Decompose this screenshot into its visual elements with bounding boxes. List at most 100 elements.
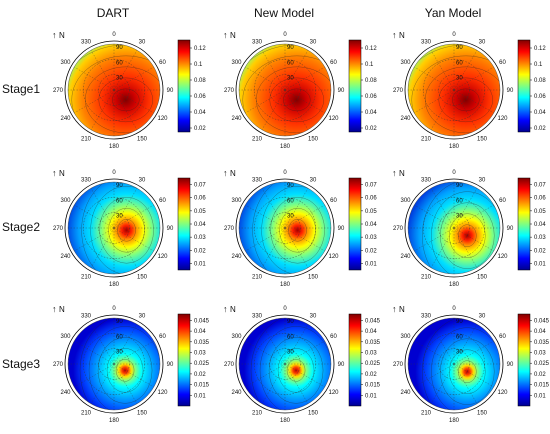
contour-line — [422, 182, 500, 274]
colorbar-tick-label: 0.06 — [534, 94, 546, 100]
north-label: N — [399, 305, 405, 314]
azimuth-label: 120 — [328, 390, 339, 396]
panel-stage3-new-model: 0 30 60 90 120 150 180 210 240 270 300 330 30 60 90 ↑ N 0… — [215, 302, 385, 434]
azimuth-label: 180 — [109, 418, 120, 424]
contour-line — [270, 197, 325, 264]
contour-line — [458, 360, 477, 383]
colorbar-tick-label: 0.1 — [194, 62, 203, 68]
azimuth-label: 120 — [497, 390, 508, 396]
azimuth-label: 30 — [139, 178, 146, 184]
colorbar-tick-label: 0.015 — [365, 383, 381, 389]
azimuth-label: 330 — [421, 178, 432, 184]
azimuth-label: 210 — [81, 410, 92, 416]
colorbar-tick-label: 0.08 — [534, 78, 546, 84]
north-arrow-icon: ↑ — [392, 30, 397, 40]
contour-line — [452, 88, 480, 112]
colorbar-tick-label: 0.1 — [365, 62, 374, 68]
azimuth-label: 210 — [421, 136, 432, 142]
azimuth-label: 180 — [280, 418, 291, 424]
row-label-stage3: Stage3 — [2, 357, 41, 371]
colorbar-tick-label: 0.03 — [365, 351, 377, 357]
azimuth-label: 330 — [252, 178, 263, 184]
row-label-stage1: Stage1 — [2, 82, 41, 96]
north-label: N — [230, 31, 236, 40]
zenith-label: 30 — [287, 214, 294, 220]
contour-line — [108, 208, 145, 253]
azimuth-label: 300 — [400, 198, 411, 204]
north-label: N — [230, 305, 236, 314]
polar-plot: 0 30 60 90 120 150 180 210 240 270 300 330 30 60 90 ↑ N 0… — [223, 30, 377, 150]
colorbar-tick-label: 0.04 — [365, 222, 377, 228]
azimuth-label: 90 — [507, 226, 514, 232]
azimuth-label: 300 — [60, 334, 71, 340]
azimuth-label: 150 — [477, 136, 488, 142]
azimuth-label: 330 — [252, 40, 263, 46]
azimuth-label: 90 — [507, 88, 514, 94]
zenith-label: 90 — [116, 45, 123, 51]
north-arrow-icon: ↑ — [223, 168, 228, 178]
zenith-label: 30 — [456, 214, 463, 220]
contour-line — [261, 186, 331, 274]
azimuth-label: 30 — [139, 314, 146, 320]
zenith-label: 60 — [116, 60, 123, 66]
azimuth-label: 120 — [328, 254, 339, 260]
colorbar — [177, 313, 191, 407]
zenith-label: 30 — [456, 76, 463, 82]
contour-line — [425, 66, 500, 134]
azimuth-label: 30 — [310, 40, 317, 46]
contour-line — [115, 359, 135, 382]
colorbar-tick-label: 0.03 — [365, 235, 377, 241]
north-arrow-icon: ↑ — [52, 304, 57, 314]
azimuth-label: 30 — [479, 178, 486, 184]
outer-ring — [235, 314, 335, 414]
colorbar-tick-label: 0.07 — [365, 183, 377, 189]
azimuth-label: 30 — [479, 40, 486, 46]
north-arrow-icon: ↑ — [392, 168, 397, 178]
azimuth-label: 270 — [393, 226, 404, 232]
row-label-stage2: Stage2 — [2, 220, 41, 234]
colorbar-tick-label: 0.04 — [365, 110, 377, 116]
azimuth-label: 120 — [497, 254, 508, 260]
azimuth-label: 330 — [421, 314, 432, 320]
contour-line — [449, 213, 486, 258]
azimuth-label: 300 — [400, 334, 411, 340]
azimuth-label: 180 — [280, 144, 291, 150]
column-title-dart: DART — [96, 6, 130, 20]
colorbar-tick-label: 0.12 — [194, 46, 206, 52]
azimuth-label: 330 — [81, 178, 92, 184]
colorbar-tick-label: 0.06 — [365, 94, 377, 100]
azimuth-label: 60 — [499, 60, 506, 66]
azimuth-label: 0 — [452, 32, 456, 38]
contour-line — [440, 338, 495, 405]
colorbar-tick-label: 0.01 — [534, 261, 546, 267]
azimuth-label: 120 — [157, 116, 168, 122]
polar-plot: 0 30 60 90 120 150 180 210 240 270 300 330 30 60 90 ↑ N 0… — [392, 304, 550, 424]
azimuth-label: 0 — [112, 306, 116, 312]
colorbar-tick-label: 0.04 — [534, 222, 546, 228]
contour-line — [458, 224, 477, 247]
colorbar-tick-label: 0.04 — [534, 110, 546, 116]
colorbar-tick-label: 0.01 — [534, 393, 546, 399]
contour-line — [256, 66, 331, 134]
outer-ring — [64, 178, 164, 278]
azimuth-label: 30 — [310, 314, 317, 320]
colorbar-tick-label: 0.06 — [534, 196, 546, 202]
colorbar-tick-label: 0.03 — [194, 351, 206, 357]
azimuth-label: 300 — [60, 198, 71, 204]
azimuth-label: 90 — [167, 226, 174, 232]
colorbar-tick-label: 0.03 — [534, 235, 546, 241]
azimuth-label: 270 — [224, 88, 235, 94]
azimuth-label: 90 — [338, 362, 345, 368]
colorbar-tick-label: 0.025 — [534, 361, 550, 367]
azimuth-label: 240 — [400, 390, 411, 396]
colorbar-tick-label: 0.12 — [534, 46, 546, 52]
zenith-label: 90 — [116, 319, 123, 325]
outer-ring — [64, 314, 164, 414]
azimuth-label: 90 — [338, 88, 345, 94]
azimuth-label: 120 — [157, 254, 168, 260]
azimuth-label: 60 — [330, 60, 337, 66]
colorbar-tick-label: 0.05 — [534, 209, 546, 215]
azimuth-label: 270 — [53, 362, 64, 368]
colorbar-tick-label: 0.05 — [365, 209, 377, 215]
contour-line — [411, 55, 500, 136]
